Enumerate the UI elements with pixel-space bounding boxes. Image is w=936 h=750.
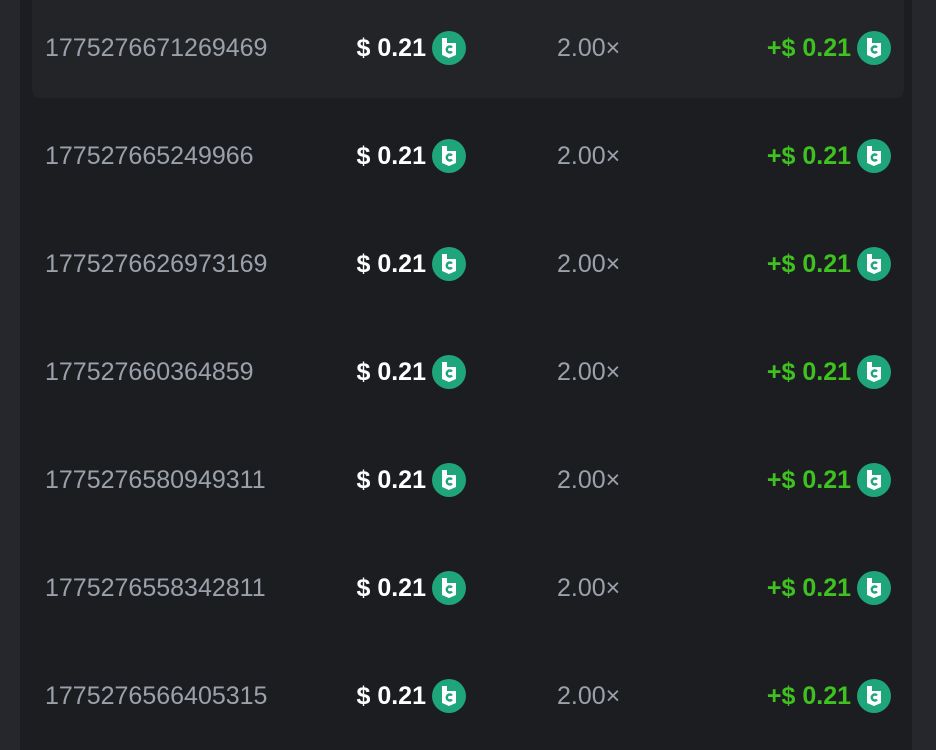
bet-amount: $ 0.21 bbox=[356, 0, 466, 98]
profit-value: +$ 0.21 bbox=[766, 573, 851, 602]
bet-id: 1775276566405315 bbox=[45, 682, 268, 710]
bet-amount: $ 0.21 bbox=[356, 538, 466, 638]
table-row[interactable]: 1775276671269469 $ 0.21 2.00× +$ 0.21 bbox=[32, 0, 904, 98]
profit-value: +$ 0.21 bbox=[766, 357, 851, 386]
bet-amount-value: $ 0.21 bbox=[356, 681, 426, 710]
table-row[interactable]: 177527665249966 $ 0.21 2.00× +$ 0.21 bbox=[32, 106, 904, 206]
profit: +$ 0.21 bbox=[767, 646, 891, 746]
profit: +$ 0.21 bbox=[767, 430, 891, 530]
multiplier: 2.00× bbox=[557, 358, 621, 386]
table-row[interactable]: 177527660364859 $ 0.21 2.00× +$ 0.21 bbox=[32, 322, 904, 422]
multiplier: 2.00× bbox=[557, 466, 621, 494]
profit: +$ 0.21 bbox=[767, 106, 891, 206]
multiplier: 2.00× bbox=[557, 682, 621, 710]
bc-coin-icon bbox=[857, 679, 891, 713]
multiplier: 2.00× bbox=[557, 142, 621, 170]
bet-amount: $ 0.21 bbox=[356, 214, 466, 314]
bc-coin-icon bbox=[432, 463, 466, 497]
profit: +$ 0.21 bbox=[767, 0, 891, 98]
bc-coin-icon bbox=[432, 355, 466, 389]
bet-id: 1775276580949311 bbox=[45, 466, 266, 494]
bc-coin-icon bbox=[857, 139, 891, 173]
multiplier: 2.00× bbox=[557, 34, 621, 62]
bet-amount-value: $ 0.21 bbox=[356, 573, 426, 602]
profit-value: +$ 0.21 bbox=[766, 141, 851, 170]
bc-coin-icon bbox=[857, 355, 891, 389]
bet-amount-value: $ 0.21 bbox=[356, 141, 426, 170]
profit-value: +$ 0.21 bbox=[766, 681, 851, 710]
bet-id: 1775276558342811 bbox=[45, 574, 266, 602]
table-row[interactable]: 1775276580949311 $ 0.21 2.00× +$ 0.21 bbox=[32, 430, 904, 530]
bet-amount: $ 0.21 bbox=[356, 322, 466, 422]
profit-value: +$ 0.21 bbox=[766, 465, 851, 494]
bet-id: 1775276671269469 bbox=[45, 34, 268, 62]
bc-coin-icon bbox=[432, 247, 466, 281]
bc-coin-icon bbox=[432, 139, 466, 173]
bet-amount: $ 0.21 bbox=[356, 430, 466, 530]
bet-amount-value: $ 0.21 bbox=[356, 249, 426, 278]
multiplier: 2.00× bbox=[557, 250, 621, 278]
table-row[interactable]: 1775276558342811 $ 0.21 2.00× +$ 0.21 bbox=[32, 538, 904, 638]
bet-id: 177527665249966 bbox=[45, 142, 254, 170]
table-row[interactable]: 1775276626973169 $ 0.21 2.00× +$ 0.21 bbox=[32, 214, 904, 314]
bc-coin-icon bbox=[857, 31, 891, 65]
bc-coin-icon bbox=[857, 247, 891, 281]
profit: +$ 0.21 bbox=[767, 538, 891, 638]
table-row[interactable]: 1775276566405315 $ 0.21 2.00× +$ 0.21 bbox=[32, 646, 904, 746]
bet-amount: $ 0.21 bbox=[356, 646, 466, 746]
bc-coin-icon bbox=[857, 571, 891, 605]
bc-coin-icon bbox=[432, 31, 466, 65]
bc-coin-icon bbox=[432, 571, 466, 605]
bet-id: 1775276626973169 bbox=[45, 250, 268, 278]
profit-value: +$ 0.21 bbox=[766, 249, 851, 278]
bet-amount-value: $ 0.21 bbox=[356, 357, 426, 386]
profit: +$ 0.21 bbox=[767, 322, 891, 422]
bet-amount-value: $ 0.21 bbox=[356, 465, 426, 494]
bet-id: 177527660364859 bbox=[45, 358, 254, 386]
multiplier: 2.00× bbox=[557, 574, 621, 602]
bets-list: 1775276671269469 $ 0.21 2.00× +$ 0.21 177… bbox=[20, 0, 912, 750]
bc-coin-icon bbox=[857, 463, 891, 497]
profit-value: +$ 0.21 bbox=[766, 33, 851, 62]
bet-amount: $ 0.21 bbox=[356, 106, 466, 206]
bet-amount-value: $ 0.21 bbox=[356, 33, 426, 62]
profit: +$ 0.21 bbox=[767, 214, 891, 314]
bc-coin-icon bbox=[432, 679, 466, 713]
